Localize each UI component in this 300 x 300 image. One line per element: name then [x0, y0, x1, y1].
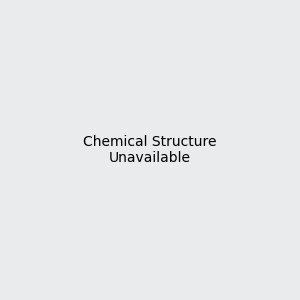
Text: Chemical Structure
Unavailable: Chemical Structure Unavailable: [83, 135, 217, 165]
